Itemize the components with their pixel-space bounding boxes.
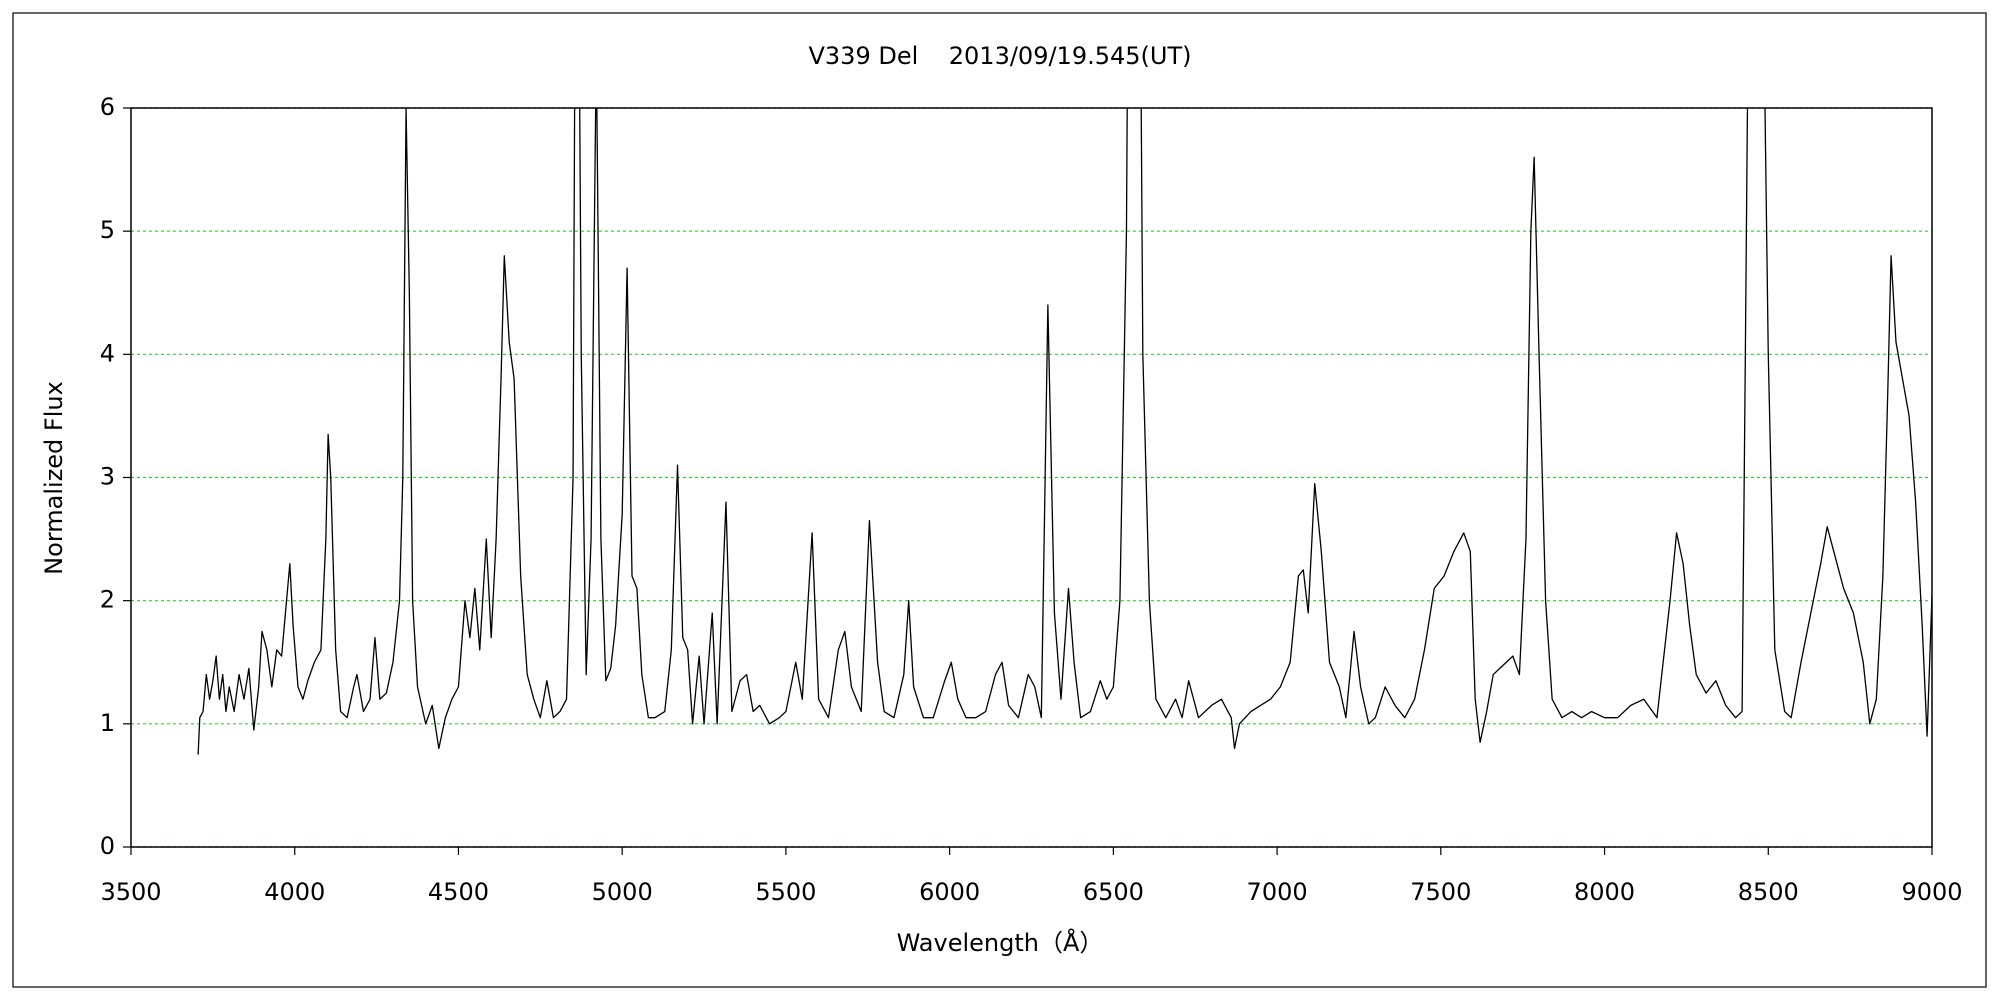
x-tick-label: 4500 <box>428 878 489 906</box>
y-tick-label: 6 <box>100 93 115 121</box>
x-tick-label: 8000 <box>1574 878 1635 906</box>
x-tick-label: 5000 <box>592 878 653 906</box>
ticks: 0 1 2 3 4 5 6 3500 4000 4500 5000 5500 6000 6500 7000 7… <box>100 93 1963 906</box>
x-tick-label: 9000 <box>1901 878 1962 906</box>
y-tick-label: 5 <box>100 216 115 244</box>
y-tick-label: 0 <box>100 832 115 860</box>
x-tick-label: 6000 <box>919 878 980 906</box>
x-tick-label: 3500 <box>100 878 161 906</box>
x-axis-label: Wavelength（Å） <box>897 928 1104 957</box>
y-tick-label: 2 <box>100 586 115 614</box>
y-tick-label: 1 <box>100 709 115 737</box>
y-tick-label: 3 <box>100 463 115 491</box>
chart-frame <box>12 12 1987 988</box>
x-tick-label: 5500 <box>755 878 816 906</box>
y-tick-label: 4 <box>100 339 115 367</box>
x-tick-label: 7500 <box>1410 878 1471 906</box>
spectrum-line <box>197 108 1932 755</box>
plot-area <box>197 108 1932 755</box>
x-tick-label: 8500 <box>1738 878 1799 906</box>
x-tick-label: 6500 <box>1083 878 1144 906</box>
chart-title: V339 Del 2013/09/19.545(UT) <box>808 42 1191 70</box>
x-tick-label: 4000 <box>264 878 325 906</box>
x-tick-label: 7000 <box>1247 878 1308 906</box>
y-axis-label: Normalized Flux <box>40 381 68 575</box>
